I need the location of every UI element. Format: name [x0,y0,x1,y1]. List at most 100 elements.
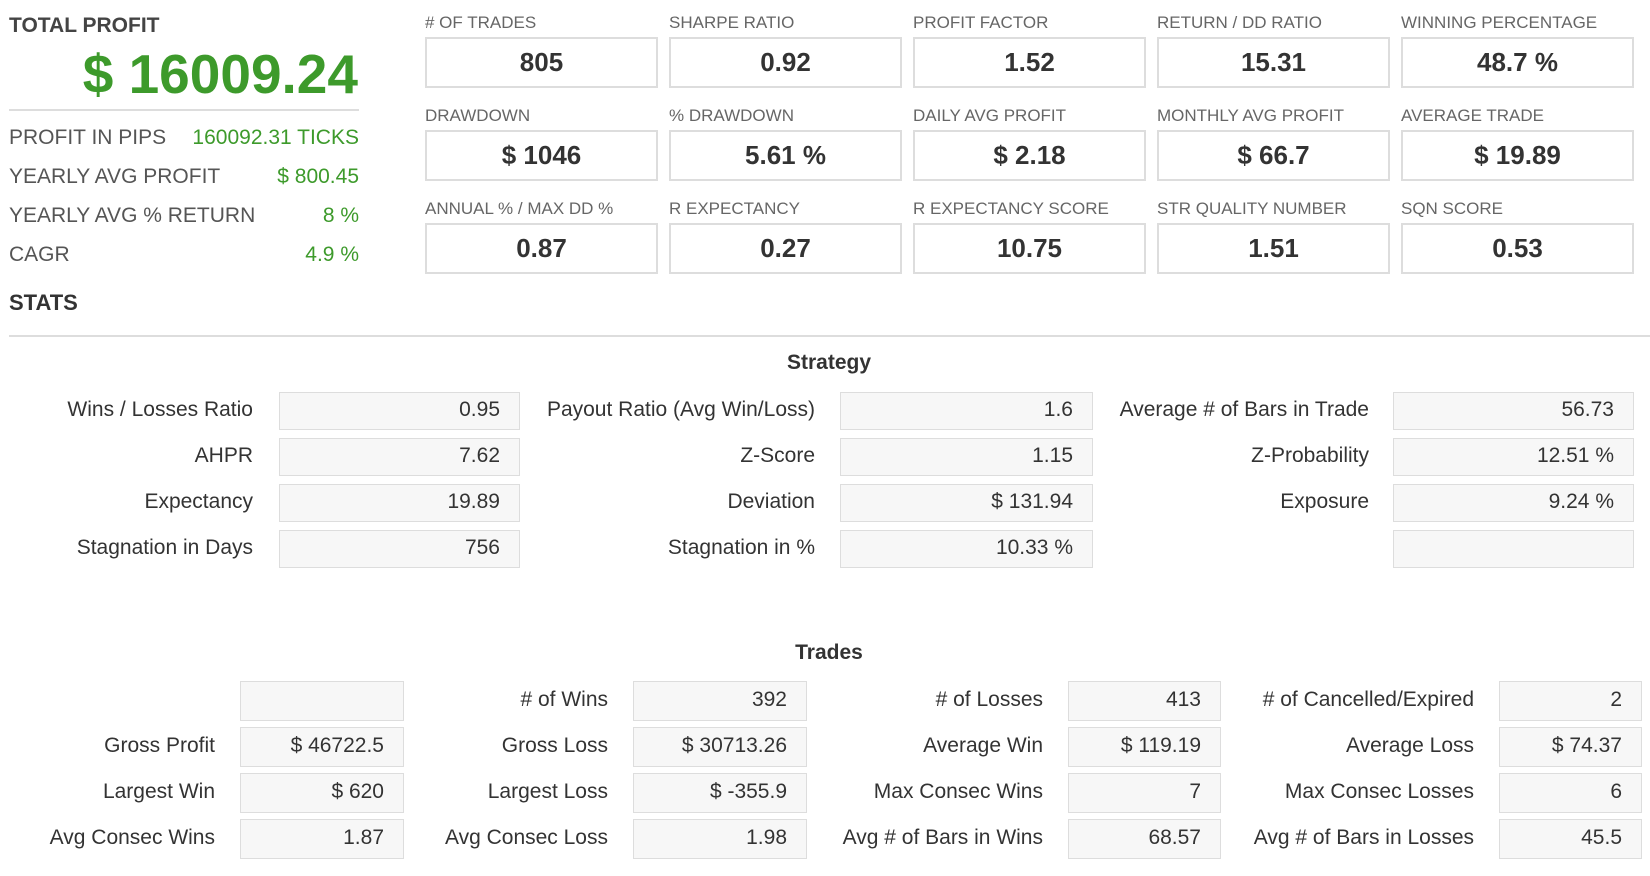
stat-value: $ 74.37 [1551,734,1622,757]
strategy-title: Strategy [786,351,872,374]
value-box [240,819,404,859]
stat-value: $ -355.9 [709,780,787,803]
stat-value: 9.24 % [1548,490,1614,513]
stat-value: 45.5 [1581,826,1622,849]
stat-value: $ 46722.5 [290,734,384,757]
value-box [633,681,807,721]
stat-label: # of Wins [520,688,608,711]
value-box [279,530,520,568]
metric-label: AVERAGE TRADE [1401,106,1544,125]
divider [9,335,1650,337]
stat-value: 413 [1165,688,1201,711]
metric-value: $ 2.18 [913,130,1146,181]
stat-label: Largest Loss [487,780,608,803]
stat-value: 10.33 % [995,536,1073,559]
metric-value: $ 1046 [425,130,658,181]
stat-label: Expectancy [144,490,253,513]
stat-label: Avg # of Bars in Wins [842,826,1043,849]
value-box [1068,773,1221,813]
stat-value: 2 [1610,688,1622,711]
value-box [840,484,1093,522]
value-box [1499,727,1642,767]
stat-label: AHPR [194,444,253,467]
metric-label: DAILY AVG PROFIT [913,106,1067,125]
value-box [1393,484,1634,522]
metric-label: PROFIT FACTOR [913,13,1049,32]
value-box [240,681,404,721]
stat-label: Average # of Bars in Trade [1119,398,1369,421]
trades-title: Trades [795,641,863,664]
metric-label: RETURN / DD RATIO [1157,13,1322,32]
metric-value: 0.27 [669,223,902,274]
metric-value: 48.7 % [1401,37,1634,88]
stat-label: Avg Consec Wins [49,826,215,849]
stat-label: Max Consec Wins [873,780,1043,803]
stat-value: $ 620 [331,780,384,803]
total-profit-title: TOTAL PROFIT [9,14,160,37]
stat-label: Z-Score [740,444,815,467]
stat-value: 56.73 [1561,398,1614,421]
value-box [1393,530,1634,568]
value-box [1499,819,1642,859]
stat-label: Average Win [923,734,1043,757]
summary-value: 160092.31 TICKS [192,126,359,149]
stat-value: $ 131.94 [991,490,1073,513]
metric-label: # OF TRADES [425,13,537,32]
metric-label: MONTHLY AVG PROFIT [1157,106,1345,125]
stat-value: 1.15 [1032,444,1073,467]
stat-value: 7.62 [459,444,500,467]
stat-label: Average Loss [1345,734,1474,757]
metric-value: 0.87 [425,223,658,274]
value-box [1068,681,1221,721]
stat-label: Payout Ratio (Avg Win/Loss) [546,398,815,421]
stat-label: # of Losses [935,688,1043,711]
metric-label: SQN SCORE [1401,199,1504,218]
stat-label: Stagnation in Days [76,536,253,559]
stats-title: STATS [9,290,78,315]
stat-value: 0.95 [459,398,500,421]
stat-label: Max Consec Losses [1284,780,1474,803]
stat-value: 68.57 [1148,826,1201,849]
stat-value: 19.89 [447,490,500,513]
summary-label: YEARLY AVG PROFIT [9,165,221,188]
stat-label: Avg Consec Loss [444,826,608,849]
stat-value: $ 119.19 [1120,734,1201,757]
stat-value: 1.98 [746,826,787,849]
stat-label: Exposure [1280,490,1369,513]
stat-label: Avg # of Bars in Losses [1253,826,1474,849]
stat-label: Wins / Losses Ratio [67,398,253,421]
divider [9,109,359,111]
metric-label: SHARPE RATIO [669,13,795,32]
metric-label: WINNING PERCENTAGE [1401,13,1598,32]
value-box [1393,392,1634,430]
metric-label: STR QUALITY NUMBER [1157,199,1347,218]
value-box [240,773,404,813]
value-box [240,727,404,767]
summary-value: 4.9 % [305,243,359,266]
metric-value: 10.75 [913,223,1146,274]
summary-label: YEARLY AVG % RETURN [9,204,256,227]
stat-label: Z-Probability [1251,444,1369,467]
metric-value: 0.53 [1401,223,1634,274]
metric-label: ANNUAL % / MAX DD % [425,199,614,218]
stat-value: $ 30713.26 [681,734,787,757]
value-box [1393,438,1634,476]
stat-value: 6 [1610,780,1622,803]
metric-value: $ 66.7 [1157,130,1390,181]
value-box [633,819,807,859]
metric-value: 1.51 [1157,223,1390,274]
metric-label: R EXPECTANCY [669,199,800,218]
value-box [840,438,1093,476]
stat-value: 12.51 % [1536,444,1614,467]
value-box [1499,773,1642,813]
value-box [279,438,520,476]
value-box [1068,819,1221,859]
stat-label: Gross Profit [104,734,215,757]
stat-label: Gross Loss [501,734,608,757]
value-box [840,530,1093,568]
value-box [279,484,520,522]
value-box [633,727,807,767]
metric-value: $ 19.89 [1401,130,1634,181]
metric-value: 0.92 [669,37,902,88]
